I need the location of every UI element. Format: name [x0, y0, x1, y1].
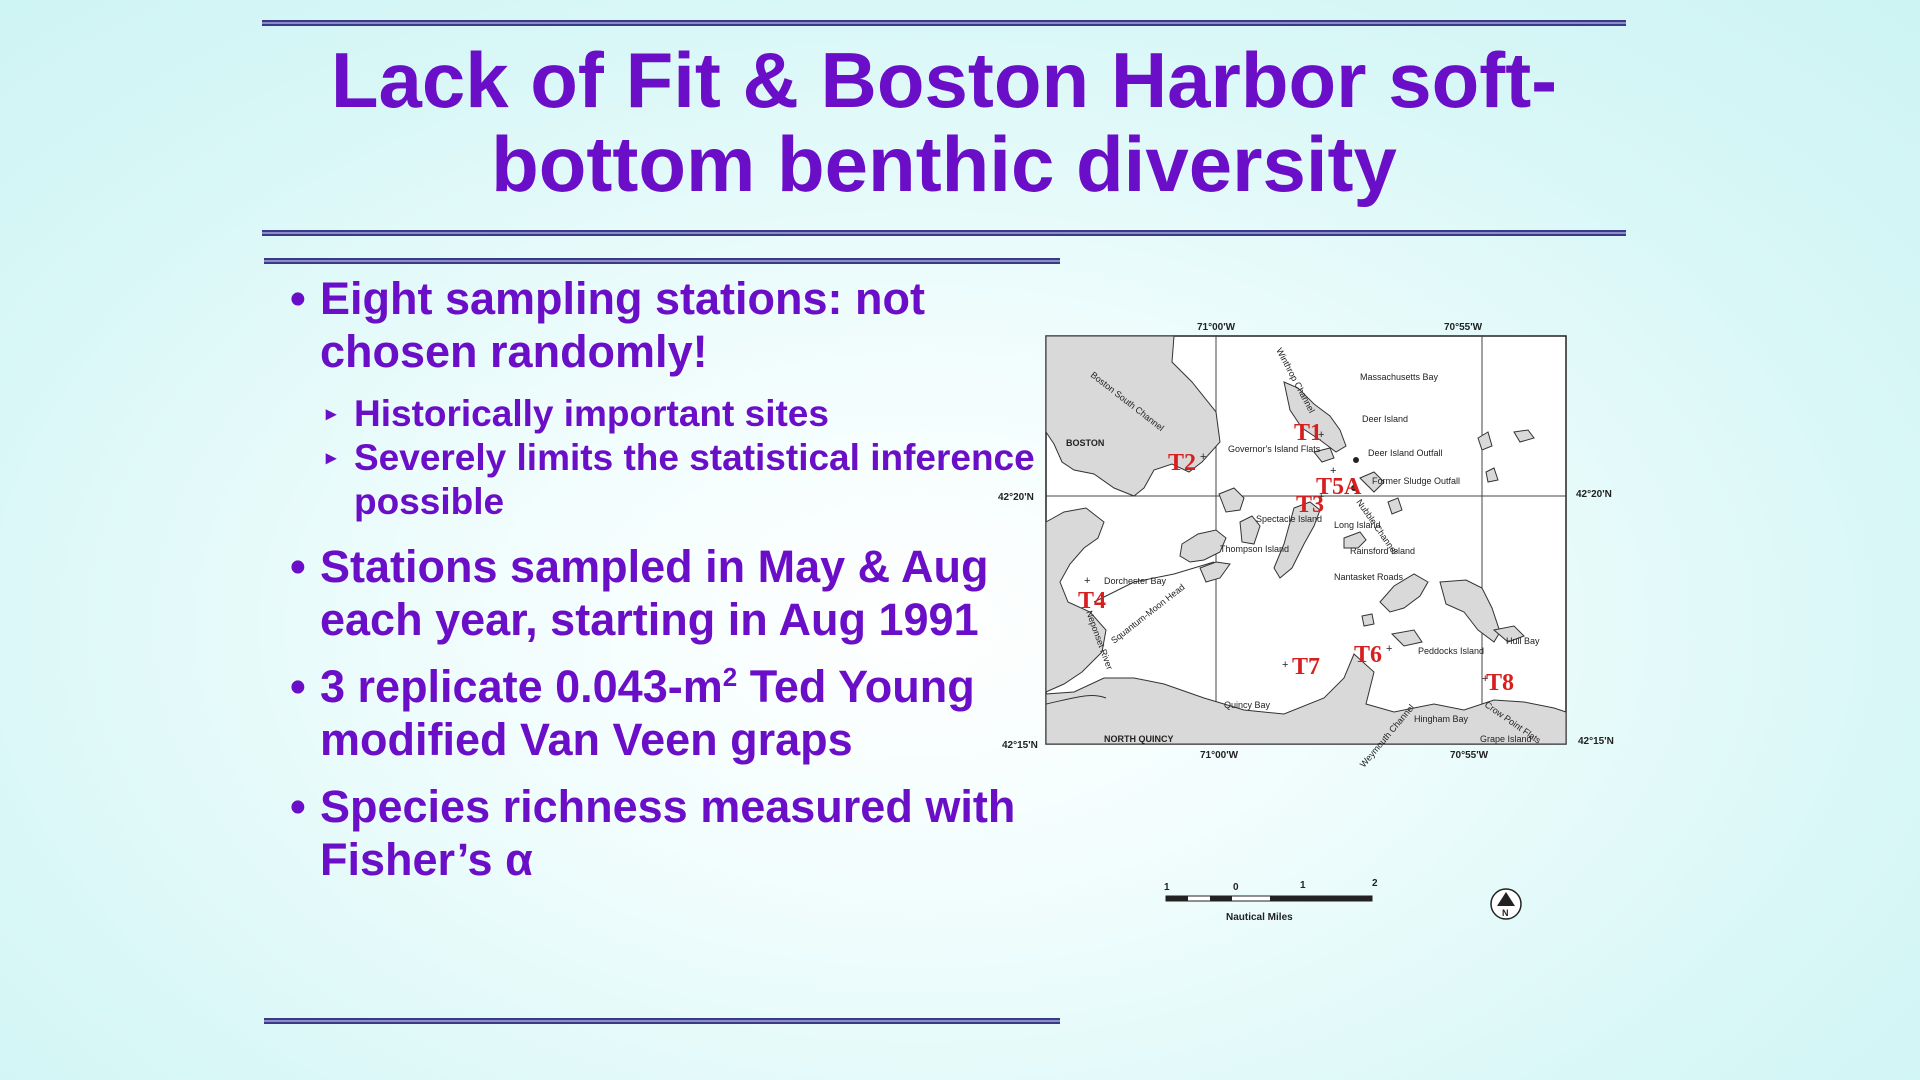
title-rule-top — [262, 20, 1626, 26]
place-label: Deer Island — [1362, 414, 1408, 424]
station-cross-icon: + — [1084, 575, 1090, 587]
scale-tick: 1 — [1164, 882, 1170, 893]
sub-bullet-item: ▸ Historically important sites — [320, 392, 1050, 436]
slide-title: Lack of Fit & Boston Harbor soft- bottom… — [262, 38, 1626, 206]
triangle-bullet-icon: ▸ — [326, 447, 337, 469]
outfall-dot-icon — [1351, 485, 1357, 491]
place-label: Governor's Island Flats — [1228, 444, 1321, 454]
bullet-list: • Eight sampling stations: not chosen ra… — [290, 272, 1050, 900]
station-label-t3: T3 — [1296, 492, 1324, 518]
place-label: Dorchester Bay — [1104, 576, 1167, 586]
bullet-item: • Eight sampling stations: not chosen ra… — [290, 272, 1050, 378]
place-label: Peddocks Island — [1418, 646, 1484, 656]
river-outline — [1045, 561, 1215, 705]
sub-bullet-item: ▸ Severely limits the statistical infere… — [320, 436, 1050, 524]
station-label-t7: T7 — [1292, 654, 1320, 680]
lon-label: 70°55'W — [1444, 322, 1483, 333]
bullet-text: Eight sampling stations: not chosen rand… — [320, 273, 925, 377]
land-masses — [1045, 335, 1567, 745]
bullet-item: • Stations sampled in May & Aug each yea… — [290, 540, 1050, 646]
title-rule-bottom — [262, 230, 1626, 236]
content-rule-bottom — [264, 1018, 1060, 1024]
station-cross-icon: + — [1318, 429, 1324, 441]
bullet-text: 3 replicate 0.043-m2 Ted Young modified … — [320, 661, 975, 765]
scale-bar: 1 0 1 2 Nautical Miles — [1164, 878, 1378, 923]
place-label: Deer Island Outfall — [1368, 448, 1443, 458]
bullet-text: Species richness measured with Fisher’s … — [320, 781, 1016, 885]
station-cross-icon: + — [1330, 465, 1336, 477]
station-label-t8: T8 — [1486, 670, 1514, 696]
lon-label: 71°00'W — [1197, 322, 1236, 333]
sub-bullet-text: Severely limits the statistical inferenc… — [354, 437, 1035, 522]
place-label: Long Island — [1334, 520, 1381, 530]
place-label: Hingham Bay — [1414, 714, 1469, 724]
content-rule-top — [264, 258, 1060, 264]
station-cross-icon: + — [1282, 659, 1288, 671]
sub-bullet-text: Historically important sites — [354, 393, 829, 434]
bullet-dot-icon: • — [290, 273, 306, 324]
north-arrow-icon: N — [1490, 888, 1522, 920]
station-cross-icon: + — [1200, 451, 1206, 463]
place-label: Hull Bay — [1506, 636, 1540, 646]
place-label: BOSTON — [1066, 438, 1104, 448]
bullet-dot-icon: • — [290, 541, 306, 592]
place-label: Grape Island — [1480, 734, 1532, 744]
station-cross-icon: + — [1386, 643, 1392, 655]
scale-tick: 1 — [1300, 880, 1306, 891]
bullet-dot-icon: • — [290, 661, 306, 712]
place-label: Rainsford Island — [1350, 546, 1415, 556]
lon-label: 70°55'W — [1450, 750, 1489, 761]
place-label: NORTH QUINCY — [1104, 734, 1174, 744]
lat-label: 42°15'N — [1002, 740, 1038, 751]
place-label: Quincy Bay — [1224, 700, 1271, 710]
lat-label: 42°15'N — [1578, 736, 1614, 747]
station-label-t2: T2 — [1168, 450, 1196, 476]
station-label-t4: T4 — [1078, 588, 1106, 614]
place-label: Spectacle Island — [1256, 514, 1322, 524]
scale-tick: 2 — [1372, 878, 1378, 889]
bullet-item: • Species richness measured with Fisher’… — [290, 780, 1050, 886]
station-label-t6: T6 — [1354, 642, 1382, 668]
triangle-bullet-icon: ▸ — [326, 403, 337, 425]
bullet-dot-icon: • — [290, 781, 306, 832]
station-label-t5a: T5A — [1316, 474, 1362, 500]
station-cross-icon: + — [1482, 673, 1488, 685]
boston-harbor-map: 71°00'W 70°55'W 71°00'W 70°55'W 42°20'N … — [998, 322, 1614, 923]
lat-label: 42°20'N — [998, 492, 1034, 503]
station-cross-icon: + — [1318, 491, 1324, 503]
place-label: Nantasket Roads — [1334, 572, 1404, 582]
place-label: Former Sludge Outfall — [1372, 476, 1460, 486]
scale-label: Nautical Miles — [1226, 912, 1293, 923]
title-line-1: Lack of Fit & Boston Harbor soft- — [330, 36, 1558, 124]
svg-text:N: N — [1502, 908, 1509, 918]
bullet-text: Stations sampled in May & Aug each year,… — [320, 541, 989, 645]
scale-tick: 0 — [1233, 882, 1239, 893]
bullet-item: • 3 replicate 0.043-m2 Ted Young modifie… — [290, 660, 1050, 766]
outfall-dot-icon — [1353, 457, 1359, 463]
title-line-2: bottom benthic diversity — [491, 120, 1397, 208]
place-label: Thompson Island — [1220, 544, 1289, 554]
lon-label: 71°00'W — [1200, 750, 1239, 761]
place-label: Massachusetts Bay — [1360, 372, 1439, 382]
lat-label: 42°20'N — [1576, 489, 1612, 500]
station-label-t1: T1 — [1294, 420, 1322, 446]
